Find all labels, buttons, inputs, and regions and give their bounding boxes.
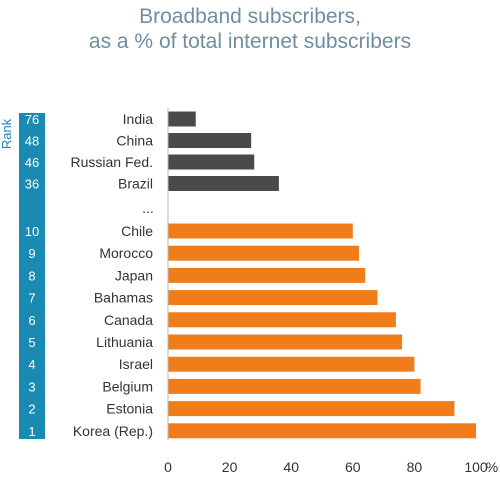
title-line-2: as a % of total internet subscribers (88, 30, 412, 53)
x-tick-label: 80 (407, 459, 423, 475)
bar-morocco (168, 245, 359, 261)
rank-label: 4 (28, 357, 35, 372)
x-tick-label: 100 (464, 459, 488, 475)
category-label: India (123, 111, 154, 127)
category-label: Bahamas (94, 290, 153, 306)
rank-label: 48 (25, 134, 39, 149)
bar-israel (168, 356, 415, 372)
x-axis-unit: % (486, 459, 498, 475)
rank-label: 8 (28, 268, 35, 283)
bar-lithuania (168, 334, 403, 350)
bar-russian-fed (168, 154, 255, 170)
rank-label: 7 (28, 291, 35, 306)
bar-india (168, 111, 196, 127)
category-label: Lithuania (96, 334, 153, 350)
category-label: Japan (115, 267, 153, 283)
bar-korea-rep (168, 423, 476, 439)
chart-title: Broadband subscribers, as a % of total i… (0, 4, 500, 54)
category-label: Belgium (102, 378, 153, 394)
category-label: Brazil (118, 176, 153, 192)
rank-label: 46 (25, 155, 39, 170)
category-label: Russian Fed. (71, 154, 153, 170)
rank-label: 36 (25, 177, 39, 192)
rank-label: 6 (28, 313, 35, 328)
rank-header: Rank (0, 118, 14, 149)
category-label: Canada (104, 312, 153, 328)
bar-brazil (168, 176, 279, 191)
bar-estonia (168, 401, 455, 417)
category-label: Israel (119, 356, 153, 372)
x-tick-label: 40 (283, 459, 299, 475)
bar-japan (168, 267, 366, 283)
category-label: Chile (121, 223, 153, 239)
ellipsis: ... (142, 200, 154, 216)
rank-label: 9 (28, 246, 35, 261)
category-label: Korea (Rep.) (73, 423, 153, 439)
bar-canada (168, 312, 396, 328)
rank-label: 76 (25, 112, 39, 127)
x-tick-label: 0 (164, 459, 172, 475)
bar-china (168, 133, 252, 148)
rank-label: 1 (28, 424, 35, 439)
rank-column (19, 113, 45, 439)
bar-bahamas (168, 290, 378, 306)
x-tick-label: 60 (345, 459, 361, 475)
category-label: Morocco (99, 245, 153, 261)
rank-label: 5 (28, 335, 35, 350)
category-label: China (116, 133, 153, 149)
title-line-1: Broadband subscribers, (139, 5, 361, 28)
bar-belgium (168, 378, 421, 394)
rank-label: 10 (25, 224, 39, 239)
bar-chile (168, 223, 353, 239)
rank-label: 2 (28, 402, 35, 417)
category-label: Estonia (106, 401, 153, 417)
x-tick-label: 20 (222, 459, 238, 475)
rank-label: 3 (28, 379, 35, 394)
